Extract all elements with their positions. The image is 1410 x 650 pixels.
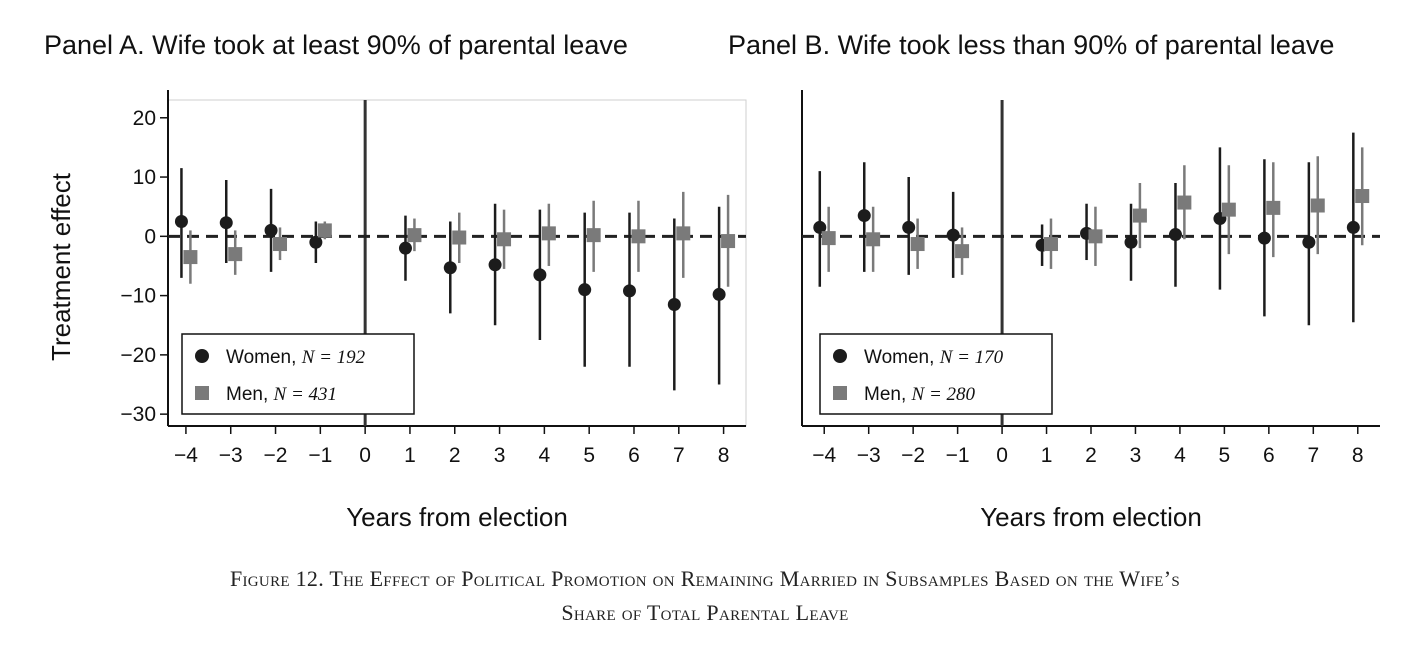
- x-tick-label: 1: [404, 444, 416, 467]
- figure-12-chart: Panel A. Wife took at least 90% of paren…: [44, 30, 1380, 532]
- legend-men-marker: [833, 386, 847, 400]
- x-tick-label: 6: [1263, 444, 1275, 467]
- y-tick-label: 0: [144, 225, 156, 248]
- x-tick-label: −1: [308, 444, 332, 467]
- x-tick-label: 2: [1085, 444, 1097, 467]
- legend-women-marker: [833, 349, 847, 363]
- x-tick-label: 8: [1352, 444, 1364, 467]
- x-tick-label: −4: [812, 444, 836, 467]
- x-tick-label: 0: [996, 444, 1008, 467]
- y-tick-label: 10: [133, 166, 156, 189]
- women-point: [578, 283, 592, 297]
- women-point: [309, 235, 323, 249]
- y-tick-label: −30: [120, 403, 156, 426]
- x-tick-label: −1: [946, 444, 970, 467]
- women-point: [623, 284, 637, 298]
- men-point: [407, 228, 422, 243]
- x-axis-label: Years from election: [346, 502, 568, 532]
- men-point: [317, 223, 332, 238]
- legend-women-label: Women, N = 192: [226, 347, 366, 368]
- women-point: [712, 287, 726, 301]
- legend-women-label: Women, N = 170: [864, 347, 1004, 368]
- women-point: [667, 297, 681, 311]
- legend-box: [181, 333, 415, 415]
- x-tick-label: 7: [673, 444, 685, 467]
- men-point: [676, 226, 691, 241]
- men-point: [1177, 195, 1192, 210]
- y-tick-label: −20: [120, 344, 156, 367]
- men-point: [631, 229, 646, 244]
- x-tick-label: 5: [1219, 444, 1231, 467]
- men-point: [721, 234, 736, 249]
- x-tick-label: 3: [1130, 444, 1142, 467]
- men-point: [955, 244, 970, 259]
- x-tick-label: 6: [628, 444, 640, 467]
- y-axis-label: Treatment effect: [46, 172, 76, 361]
- women-point: [1302, 235, 1316, 249]
- x-tick-label: 4: [1174, 444, 1186, 467]
- x-tick-label: 1: [1041, 444, 1053, 467]
- x-tick-label: −4: [174, 444, 198, 467]
- men-point: [541, 226, 556, 241]
- women-point: [857, 209, 871, 223]
- figure-caption-line-2: Share of Total Parental Leave: [561, 600, 849, 625]
- legend-women-marker: [195, 349, 209, 363]
- legend-men-label: Men, N = 280: [864, 384, 976, 405]
- men-point: [1221, 202, 1236, 217]
- women-point: [946, 228, 960, 242]
- men-point: [452, 230, 467, 245]
- men-point: [821, 231, 836, 246]
- women-point: [219, 216, 233, 230]
- x-tick-label: −2: [901, 444, 925, 467]
- men-point: [1310, 198, 1325, 213]
- legend-men-marker: [195, 386, 209, 400]
- legend-men-label: Men, N = 431: [226, 384, 337, 405]
- men-point: [1043, 237, 1058, 252]
- men-point: [1088, 229, 1103, 244]
- women-point: [1346, 220, 1360, 234]
- x-tick-label: 8: [718, 444, 730, 467]
- legend: Women, N = 192 Men, N = 431: [181, 333, 415, 415]
- y-tick-label: 20: [133, 107, 156, 130]
- women-point: [813, 220, 827, 234]
- women-point: [443, 261, 457, 275]
- men-point: [866, 232, 881, 247]
- men-point: [273, 237, 288, 252]
- legend: Women, N = 170 Men, N = 280: [819, 333, 1053, 415]
- x-tick-label: −3: [857, 444, 881, 467]
- women-point: [174, 215, 188, 229]
- women-point: [902, 220, 916, 234]
- women-point: [533, 268, 547, 282]
- men-point: [586, 228, 601, 243]
- x-tick-label: 7: [1307, 444, 1319, 467]
- x-axis-label: Years from election: [980, 502, 1202, 532]
- women-point: [264, 223, 278, 237]
- legend-box: [819, 333, 1053, 415]
- women-point: [1257, 231, 1271, 245]
- figure-caption-line-1: Figure 12. The Effect of Political Promo…: [229, 566, 1181, 591]
- men-point: [1355, 189, 1370, 204]
- women-point: [1168, 228, 1182, 242]
- men-point: [1132, 208, 1147, 223]
- y-tick-label: −10: [120, 285, 156, 308]
- x-tick-label: 2: [449, 444, 461, 467]
- x-tick-label: 4: [539, 444, 551, 467]
- x-tick-label: −3: [219, 444, 243, 467]
- men-point: [910, 237, 925, 252]
- panel-title: Panel B. Wife took less than 90% of pare…: [728, 30, 1334, 60]
- women-point: [398, 241, 412, 255]
- panel-b: Panel B. Wife took less than 90% of pare…: [728, 30, 1380, 532]
- men-point: [497, 232, 512, 247]
- x-tick-label: 5: [583, 444, 595, 467]
- women-point: [1124, 235, 1138, 249]
- x-tick-label: −2: [264, 444, 288, 467]
- x-tick-label: 3: [494, 444, 506, 467]
- panel-a: Panel A. Wife took at least 90% of paren…: [44, 30, 747, 532]
- x-tick-label: 0: [359, 444, 371, 467]
- men-point: [1266, 200, 1281, 215]
- panel-title: Panel A. Wife took at least 90% of paren…: [44, 30, 628, 60]
- men-point: [228, 247, 243, 262]
- men-point: [183, 250, 198, 265]
- women-point: [488, 258, 502, 272]
